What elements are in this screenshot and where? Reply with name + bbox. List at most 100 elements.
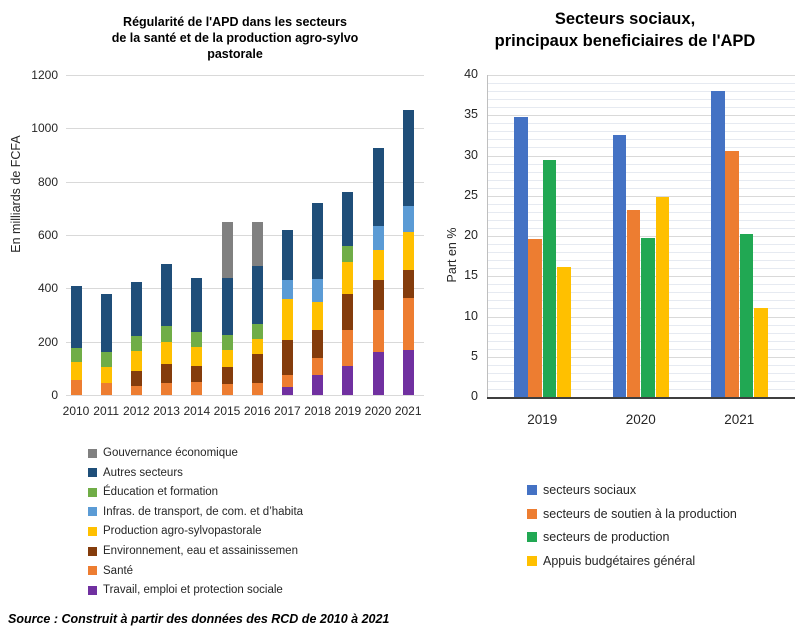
bar <box>754 307 768 397</box>
bar-segment <box>312 375 324 395</box>
y-tick-label: 25 <box>464 187 478 202</box>
x-category-label: 2012 <box>123 404 150 418</box>
gridline-minor <box>487 179 795 181</box>
bar-segment <box>402 297 414 350</box>
source-note: Source : Construit à partir des données … <box>8 612 390 626</box>
bar-segment <box>221 335 233 350</box>
y-tick-label: 800 <box>37 174 58 189</box>
legend-swatch <box>88 448 97 458</box>
bar-segment <box>251 324 263 339</box>
bar-segment <box>342 192 354 246</box>
gridline-minor <box>487 211 795 213</box>
gridline-major <box>487 195 795 197</box>
gridline-minor <box>487 187 795 189</box>
gridline-minor <box>487 123 795 125</box>
y-tick-label: 40 <box>464 67 478 81</box>
bar-segment <box>402 232 414 270</box>
y-tick-label: 200 <box>37 334 58 349</box>
bar-segment <box>191 347 203 366</box>
bar-segment <box>130 281 142 337</box>
x-category-label: 2020 <box>625 412 656 427</box>
bar-segment <box>221 221 233 278</box>
legend-swatch <box>527 532 537 543</box>
gridline-minor <box>487 300 795 302</box>
bar <box>528 239 542 397</box>
legend-item: Éducation et formation <box>88 486 218 498</box>
x-category-label: 2017 <box>274 404 301 418</box>
legend-label: Appuis budgétaires général <box>543 553 696 568</box>
y-tick-label: 15 <box>464 268 478 283</box>
legend-label: Éducation et formation <box>103 486 219 499</box>
y-tick-label: 600 <box>37 228 58 242</box>
left-chart-title-line3: pastorale <box>207 47 263 61</box>
gridline-minor <box>487 203 795 205</box>
gridline-minor <box>487 163 795 165</box>
legend-swatch <box>88 566 97 576</box>
bar-segment <box>221 277 233 335</box>
gridline-minor <box>487 252 795 254</box>
bar-segment <box>281 375 293 387</box>
gridline-minor <box>487 99 795 101</box>
bar-segment <box>312 279 324 302</box>
bar-segment <box>191 365 203 382</box>
legend-label: secteurs de production <box>543 530 670 545</box>
bar <box>514 116 528 397</box>
y-tick-label: 1000 <box>31 121 58 136</box>
bar <box>612 134 626 397</box>
gridline-major <box>66 341 424 343</box>
bar <box>626 210 641 397</box>
gridline-minor <box>487 147 795 149</box>
legend-swatch <box>527 485 537 495</box>
right-chart-title-line1: Secteurs sociaux, <box>554 10 696 28</box>
legend-swatch <box>88 585 97 595</box>
bar-segment <box>251 353 263 383</box>
gridline-minor <box>487 91 795 93</box>
gridline-major <box>66 288 424 290</box>
bar-segment <box>100 293 112 353</box>
legend-swatch <box>88 507 97 517</box>
bar-segment <box>372 352 384 395</box>
bar-segment <box>342 293 354 330</box>
bar-segment <box>402 205 414 233</box>
bar-segment <box>372 225 384 250</box>
bar-segment <box>342 365 354 395</box>
gridline-minor <box>487 348 795 350</box>
gridline-major <box>487 155 795 157</box>
x-category-label: 2016 <box>243 404 271 418</box>
gridline-minor <box>487 284 795 286</box>
bar-segment <box>70 361 82 381</box>
gridline-minor <box>487 219 795 221</box>
gridline-minor <box>487 380 795 382</box>
legend-label: Autres secteurs <box>103 466 183 479</box>
legend-swatch <box>88 487 97 497</box>
bar-segment <box>161 383 173 395</box>
y-tick-label: 30 <box>464 147 478 162</box>
bar <box>557 266 571 397</box>
bar <box>739 233 754 397</box>
bar-segment <box>100 383 112 395</box>
bar-segment <box>161 325 173 342</box>
legend-item: Appuis budgétaires général <box>527 554 695 568</box>
legend-label: Travail, emploi et protection sociale <box>103 584 283 597</box>
gridline-minor <box>487 260 795 262</box>
x-category-label: 2020 <box>364 404 392 418</box>
bar <box>711 91 725 397</box>
bar-segment <box>281 387 293 395</box>
gridline-minor <box>487 244 795 246</box>
bar-segment <box>130 371 142 386</box>
bar-segment <box>161 341 173 365</box>
right-chart-title-line2: principaux beneficiaires de l'APD <box>494 32 756 50</box>
gridline-minor <box>487 171 795 173</box>
gridline-major <box>487 236 795 237</box>
bar-segment <box>221 384 233 395</box>
bar <box>641 238 655 397</box>
bar-segment <box>130 336 142 351</box>
legend-label: Santé <box>103 564 134 577</box>
gridline-major <box>66 181 424 183</box>
gridline-minor <box>487 83 795 85</box>
bar-segment <box>191 381 203 395</box>
y-tick-label: 400 <box>37 281 58 296</box>
bar-segment <box>191 332 203 347</box>
bar-segment <box>130 385 142 395</box>
x-category-label: 2019 <box>527 412 558 427</box>
